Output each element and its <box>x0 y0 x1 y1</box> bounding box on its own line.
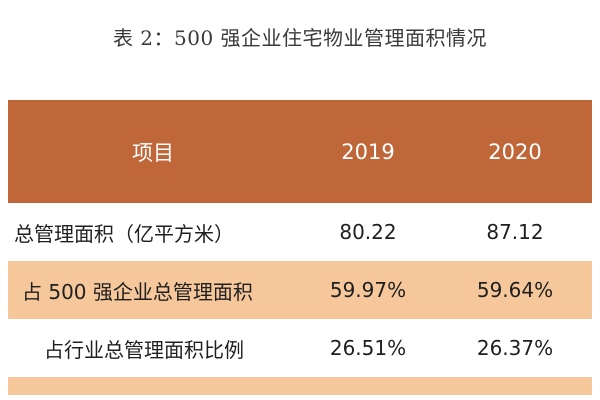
table-row: 占 500 强企业总管理面积 59.97% 59.64% <box>8 261 592 319</box>
row-value-2020: 26.37% <box>476 336 554 360</box>
row-value-2019: 26.51% <box>329 336 407 360</box>
header-item: 项目 <box>132 140 174 165</box>
row-value-2019: 80.22 <box>339 220 397 244</box>
row-value-2019: 59.97% <box>329 278 407 302</box>
table-row-partial <box>8 377 592 395</box>
header-2020: 2020 <box>488 139 542 164</box>
row-label: 总管理面积（亿平方米） <box>14 221 234 246</box>
row-label: 占行业总管理面积比例 <box>44 337 244 362</box>
area-table: 项目 2019 2020 总管理面积（亿平方米） 80.22 87.12 占 5… <box>8 100 592 395</box>
table-title: 表 2：500 强企业住宅物业管理面积情况 <box>112 26 488 50</box>
table-row: 总管理面积（亿平方米） 80.22 87.12 <box>8 203 592 261</box>
table-row: 占行业总管理面积比例 26.51% 26.37% <box>8 319 592 377</box>
row-label: 占 500 强企业总管理面积 <box>22 279 253 304</box>
header-2019: 2019 <box>341 139 395 164</box>
table-header-row: 项目 2019 2020 <box>8 100 592 203</box>
row-value-2020: 59.64% <box>476 278 554 302</box>
row-value-2020: 87.12 <box>486 220 544 244</box>
